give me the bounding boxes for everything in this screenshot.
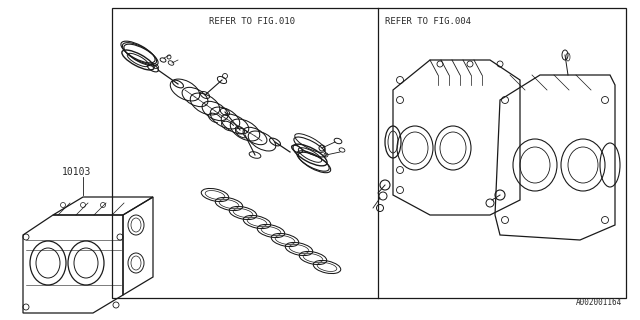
Text: REFER TO FIG.004: REFER TO FIG.004 [385, 17, 471, 26]
Bar [112, 8, 626, 298]
Text: REFER TO FIG.010: REFER TO FIG.010 [209, 17, 295, 26]
Text: A002001164: A002001164 [576, 298, 622, 307]
Text: 10103: 10103 [62, 167, 92, 177]
